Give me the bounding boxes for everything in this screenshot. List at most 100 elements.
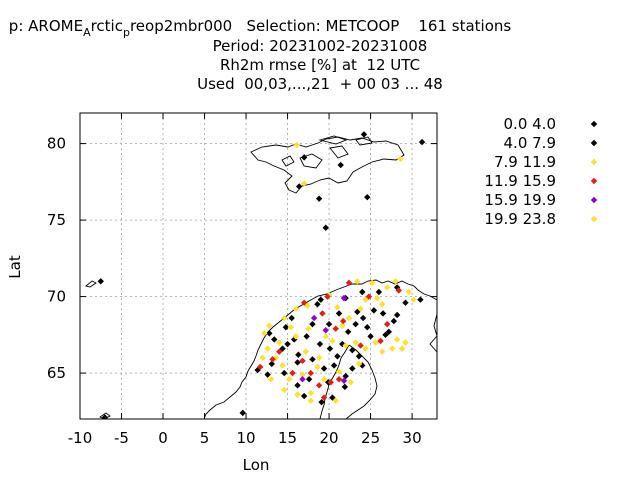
data-point-series-2 — [410, 296, 417, 303]
data-point-series-1 — [239, 409, 246, 417]
data-point-series-2 — [372, 339, 379, 346]
data-point-series-0 — [390, 317, 398, 325]
legend-marker — [590, 177, 598, 185]
data-point-series-2 — [374, 294, 381, 302]
data-point-series-0 — [359, 314, 367, 322]
data-point-series-2 — [397, 155, 404, 163]
data-point-series-4 — [299, 376, 306, 383]
data-point-series-2 — [276, 339, 283, 346]
data-point-series-0 — [322, 224, 329, 231]
data-point-series-0 — [316, 340, 324, 348]
data-point-series-1 — [352, 320, 359, 328]
data-point-series-1 — [284, 340, 291, 348]
data-point-series-0 — [305, 376, 313, 383]
data-point-series-2 — [362, 345, 369, 352]
data-point-series-3 — [395, 287, 403, 294]
data-point-series-2 — [302, 348, 310, 355]
data-point-series-0 — [281, 369, 288, 377]
chart-title-period: Period: 20231002-20231008 — [212, 37, 428, 55]
data-point-series-4 — [340, 294, 348, 302]
y-tick-label: 80 — [47, 135, 66, 153]
data-point-series-2 — [369, 279, 376, 287]
data-point-series-0 — [314, 301, 321, 308]
legend-marker — [590, 120, 598, 128]
x-tick-label: 5 — [200, 429, 210, 447]
chart-title-used: Used 00,03,...,21 + 00 03 ... 48 — [197, 75, 443, 93]
chart-title-line-1: p: AROMEArcticpreop2mbr000 Selection: ME… — [0, 17, 580, 39]
legend-label: 11.9 15.9 — [484, 172, 556, 190]
data-point-series-2 — [357, 305, 364, 313]
data-point-series-2 — [405, 288, 412, 296]
data-point-series-0 — [320, 365, 328, 372]
data-point-series-0 — [335, 310, 343, 317]
station-markers — [97, 131, 426, 419]
data-point-series-2 — [335, 368, 343, 375]
data-point-series-3 — [345, 279, 353, 287]
data-point-series-3 — [299, 357, 306, 365]
chart-title-parameter: Rh2m rmse [%] at 12 UTC — [219, 56, 421, 74]
data-point-series-3 — [383, 320, 391, 328]
data-point-series-3 — [256, 363, 264, 371]
data-point-series-0 — [309, 356, 316, 363]
y-tick-label: 70 — [47, 288, 66, 306]
data-point-series-1 — [337, 161, 344, 169]
data-point-series-2 — [388, 345, 396, 352]
data-point-series-0 — [349, 365, 356, 372]
x-tick-label: -10 — [68, 429, 93, 447]
data-point-series-2 — [315, 354, 323, 361]
data-point-series-3 — [276, 348, 283, 355]
title-part-c: reop2mbr000 Selection: METCOOP 161 stati… — [129, 17, 512, 35]
data-point-series-3 — [324, 293, 331, 300]
legend-label: 0.0 4.0 — [504, 115, 556, 133]
data-point-series-3 — [300, 299, 308, 306]
data-point-series-2 — [383, 284, 391, 291]
data-point-series-0 — [268, 360, 275, 368]
data-point-series-2 — [307, 389, 315, 397]
data-point-series-2 — [279, 362, 286, 369]
y-axis-label: Lat — [6, 255, 24, 279]
data-point-series-2 — [334, 304, 341, 311]
data-point-series-2 — [393, 336, 401, 343]
data-point-series-0 — [326, 345, 334, 352]
data-point-series-2 — [345, 314, 353, 322]
data-point-series-2 — [294, 391, 301, 398]
data-point-series-1 — [318, 398, 325, 406]
data-point-series-3 — [327, 379, 334, 386]
x-tick-label: 10 — [236, 429, 255, 447]
data-point-series-1 — [370, 307, 378, 314]
data-point-series-2 — [261, 330, 268, 337]
data-point-series-0 — [355, 353, 363, 360]
data-point-series-0 — [364, 193, 371, 201]
data-point-series-0 — [379, 310, 387, 317]
data-point-series-2 — [402, 339, 409, 346]
data-point-series-3 — [289, 369, 296, 377]
title-part-a: p: AROME — [8, 17, 84, 35]
data-point-series-3 — [332, 325, 339, 332]
title-part-b: rctic — [90, 17, 123, 35]
data-point-series-2 — [305, 325, 312, 332]
data-point-series-0 — [359, 288, 366, 296]
data-point-series-3 — [307, 369, 315, 377]
x-tick-label: 15 — [278, 429, 297, 447]
data-point-series-0 — [334, 353, 341, 360]
coast-svalbard-inner — [281, 145, 349, 169]
data-point-series-2 — [267, 376, 275, 383]
legend: 0.0 4.04.0 7.97.9 11.911.9 15.915.9 19.9… — [484, 115, 598, 228]
data-point-series-2 — [292, 305, 300, 313]
data-point-series-4 — [322, 327, 329, 334]
legend-label: 4.0 7.9 — [504, 134, 556, 152]
y-tick-label: 65 — [47, 364, 66, 382]
x-tick-label: -5 — [114, 429, 129, 447]
data-point-series-2 — [355, 360, 363, 368]
data-point-series-3 — [320, 394, 328, 401]
data-point-series-2 — [307, 397, 315, 404]
data-point-series-2 — [266, 322, 273, 329]
data-point-series-2 — [332, 397, 339, 404]
data-point-series-0 — [294, 382, 301, 389]
data-point-series-2 — [320, 376, 328, 383]
title-subscript-1: A — [83, 26, 91, 39]
legend-label: 7.9 11.9 — [494, 153, 556, 171]
data-point-series-2 — [287, 324, 295, 331]
data-point-series-1 — [101, 414, 109, 419]
data-point-series-2 — [354, 278, 361, 285]
